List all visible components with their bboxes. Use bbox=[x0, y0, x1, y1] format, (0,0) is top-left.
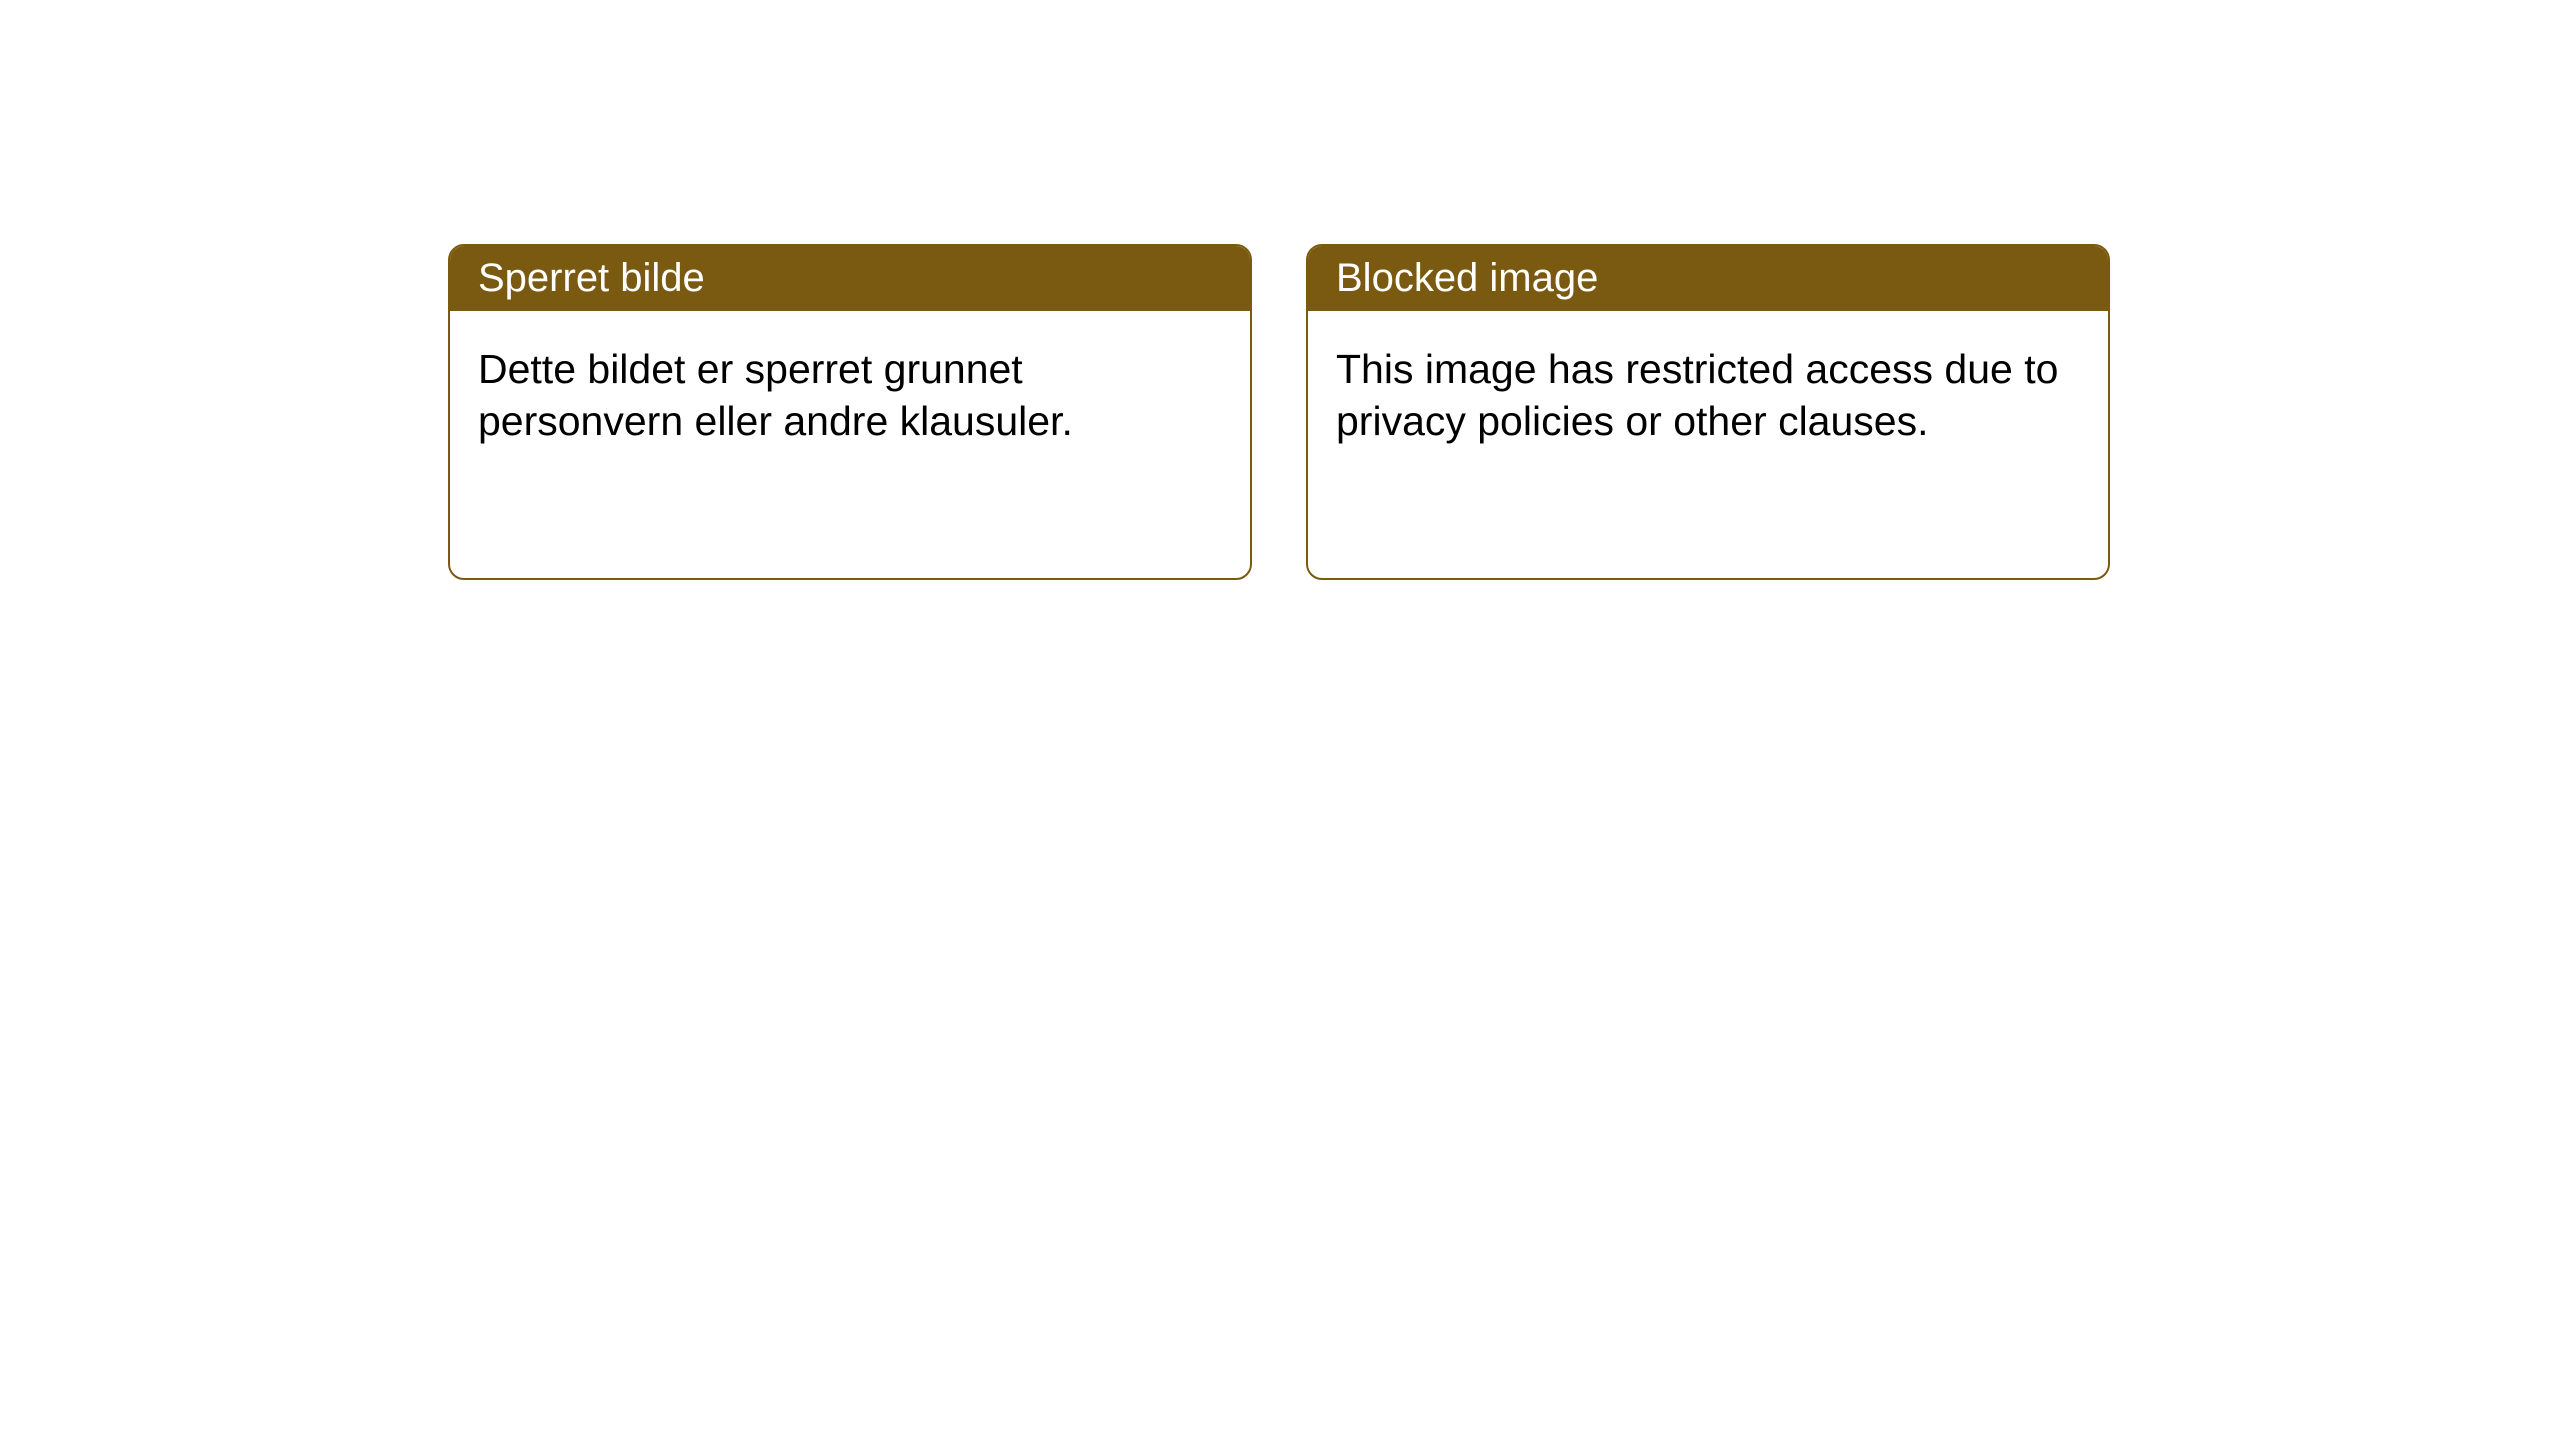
notice-container: Sperret bilde Dette bildet er sperret gr… bbox=[448, 244, 2110, 580]
notice-body: Dette bildet er sperret grunnet personve… bbox=[450, 311, 1250, 480]
notice-header: Sperret bilde bbox=[450, 246, 1250, 311]
notice-card-english: Blocked image This image has restricted … bbox=[1306, 244, 2110, 580]
notice-body: This image has restricted access due to … bbox=[1308, 311, 2108, 480]
notice-card-norwegian: Sperret bilde Dette bildet er sperret gr… bbox=[448, 244, 1252, 580]
notice-header: Blocked image bbox=[1308, 246, 2108, 311]
